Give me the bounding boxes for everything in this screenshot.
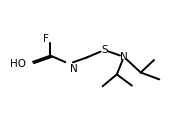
Text: HO: HO <box>10 59 26 69</box>
Text: F: F <box>43 34 49 44</box>
Text: N: N <box>120 52 128 62</box>
Text: S: S <box>101 45 108 55</box>
Text: N: N <box>70 64 78 74</box>
